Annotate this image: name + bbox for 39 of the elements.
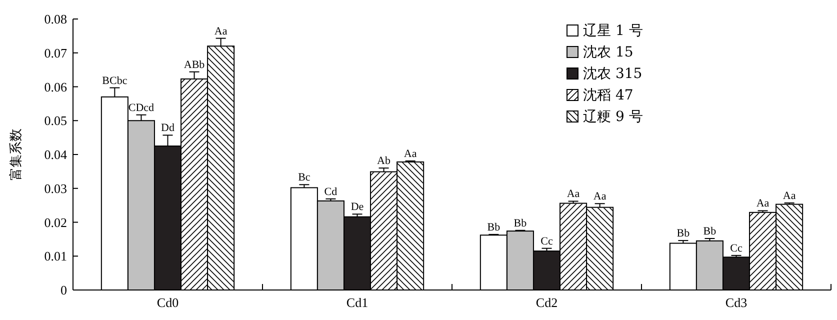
- legend-label: 辽星 1 号: [583, 23, 643, 39]
- y-tick-label: 0.08: [44, 12, 67, 27]
- y-tick-label: 0.02: [44, 214, 67, 230]
- legend-label: 沈农 315: [583, 66, 642, 82]
- legend-label: 沈稻 47: [583, 88, 634, 104]
- y-tick-label: 0.01: [44, 248, 67, 264]
- data-label: CDcd: [128, 102, 155, 114]
- y-axis-title: 富集系数: [8, 128, 24, 180]
- data-label: Aa: [782, 190, 796, 202]
- y-tick-label: 0: [60, 282, 67, 298]
- y-tick-label: 0.06: [44, 79, 68, 94]
- data-label: Bb: [676, 228, 690, 240]
- data-label: Aa: [593, 190, 606, 203]
- x-tick-label: Cd2: [536, 295, 558, 310]
- data-label: Cd: [324, 186, 338, 198]
- y-tick-label: 0.07: [44, 45, 68, 60]
- x-tick-label: Cd0: [156, 295, 179, 310]
- y-tick-label: 0.05: [44, 113, 67, 128]
- legend-label: 辽粳 9 号: [583, 109, 643, 125]
- data-label: BCbc: [102, 74, 128, 87]
- y-tick-label: 0.03: [44, 180, 67, 196]
- data-label: Aa: [214, 25, 228, 38]
- data-label: Dd: [161, 122, 175, 134]
- data-label: Bc: [298, 172, 310, 184]
- x-tick-label: Cd1: [346, 295, 368, 310]
- data-label: ABb: [184, 58, 206, 71]
- data-label: Aa: [756, 198, 770, 210]
- data-label: Bb: [487, 221, 501, 234]
- legend-label: 沈农 15: [583, 44, 634, 60]
- data-label: De: [350, 201, 364, 214]
- data-label: Bb: [703, 226, 717, 238]
- x-tick-label: Cd3: [725, 295, 748, 310]
- data-label: Aa: [404, 148, 417, 160]
- data-label: Cc: [730, 242, 742, 254]
- data-label: Ab: [377, 155, 391, 168]
- y-tick-label: 0.04: [44, 147, 68, 162]
- data-label: Bb: [514, 217, 528, 230]
- data-label: Cc: [540, 235, 553, 248]
- data-label: Aa: [566, 188, 580, 200]
